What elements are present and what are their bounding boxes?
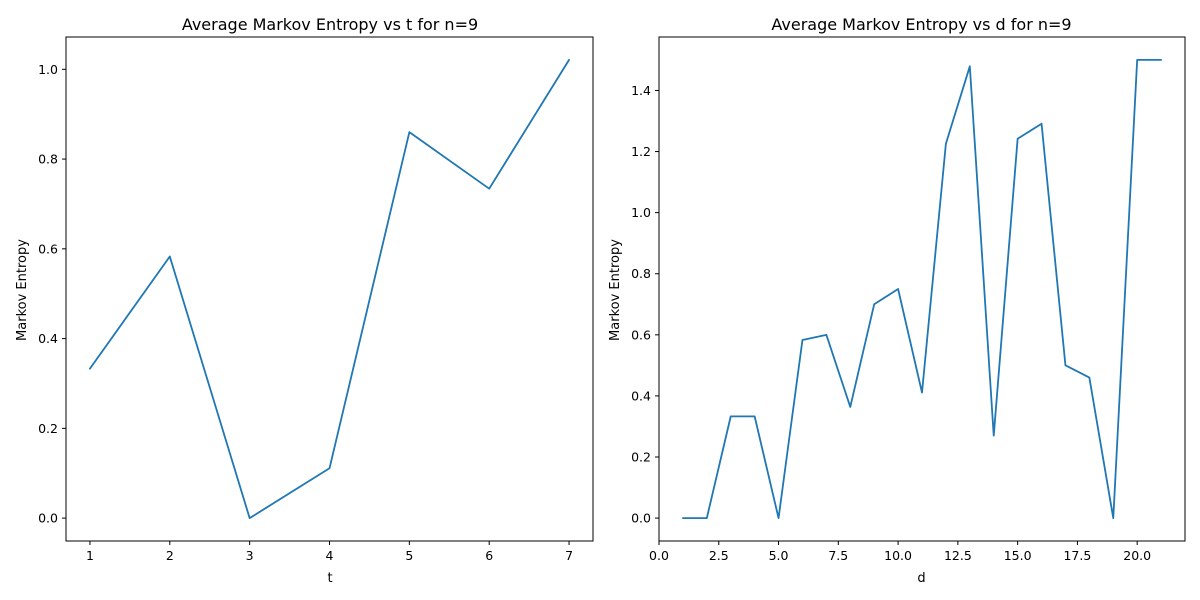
- y-tick-label: 0.4: [38, 331, 58, 346]
- y-tick-label: 1.2: [631, 144, 651, 159]
- chart-t: Average Markov Entropy vs t for n=9 t Ma…: [15, 15, 594, 586]
- x-tick-label: 20.0: [1123, 548, 1151, 563]
- axes-frame: [658, 36, 1186, 542]
- x-tick-label: 12.5: [944, 548, 972, 563]
- y-tick-label: 1.4: [631, 83, 651, 98]
- x-tick-label: 4: [326, 548, 334, 563]
- chart-title: Average Markov Entropy vs d for n=9: [771, 15, 1071, 34]
- x-axis-label: t: [327, 571, 332, 586]
- chart-title: Average Markov Entropy vs t for n=9: [182, 15, 478, 34]
- axes-frame: [65, 36, 594, 542]
- x-tick-label: 0.0: [649, 548, 669, 563]
- y-tick-label: 0.0: [631, 511, 651, 526]
- y-tick-label: 0.0: [38, 511, 58, 526]
- tick-group: 1 2 3 4 5 6 7 0.0 0.2 0.4 0.6 0.8 1.0: [38, 62, 573, 563]
- x-tick-label: 17.5: [1063, 548, 1091, 563]
- x-tick-label: 1: [86, 548, 94, 563]
- x-tick-label: 10.0: [884, 548, 912, 563]
- y-tick-label: 0.6: [38, 241, 58, 256]
- y-tick-label: 0.2: [38, 421, 58, 436]
- x-tick-label: 7: [565, 548, 573, 563]
- y-axis-label: Markov Entropy: [15, 239, 30, 341]
- y-tick-label: 1.0: [631, 205, 651, 220]
- x-tick-label: 5: [405, 548, 413, 563]
- x-tick-label: 15.0: [1004, 548, 1032, 563]
- series-line: [89, 58, 570, 520]
- x-tick-label: 7.5: [828, 548, 848, 563]
- x-tick-label: 5.0: [769, 548, 789, 563]
- series-line: [682, 59, 1162, 519]
- y-tick-label: 0.8: [38, 152, 58, 167]
- x-tick-label: 6: [485, 548, 493, 563]
- x-tick-label: 2.5: [709, 548, 729, 563]
- y-tick-label: 1.0: [38, 62, 58, 77]
- x-tick-label: 2: [166, 548, 174, 563]
- x-axis-label: d: [917, 571, 925, 586]
- y-tick-label: 0.6: [631, 327, 651, 342]
- y-tick-label: 0.4: [631, 388, 651, 403]
- chart-d: Average Markov Entropy vs d for n=9 d Ma…: [608, 15, 1186, 586]
- x-tick-label: 3: [246, 548, 254, 563]
- y-tick-label: 0.8: [631, 266, 651, 281]
- y-tick-label: 0.2: [631, 450, 651, 465]
- y-axis-label: Markov Entropy: [608, 239, 623, 341]
- tick-group: 0.0 2.5 5.0 7.5 10.0 12.5 15.0 17.5 20.0 0.0 0.2 0.…: [631, 83, 1151, 563]
